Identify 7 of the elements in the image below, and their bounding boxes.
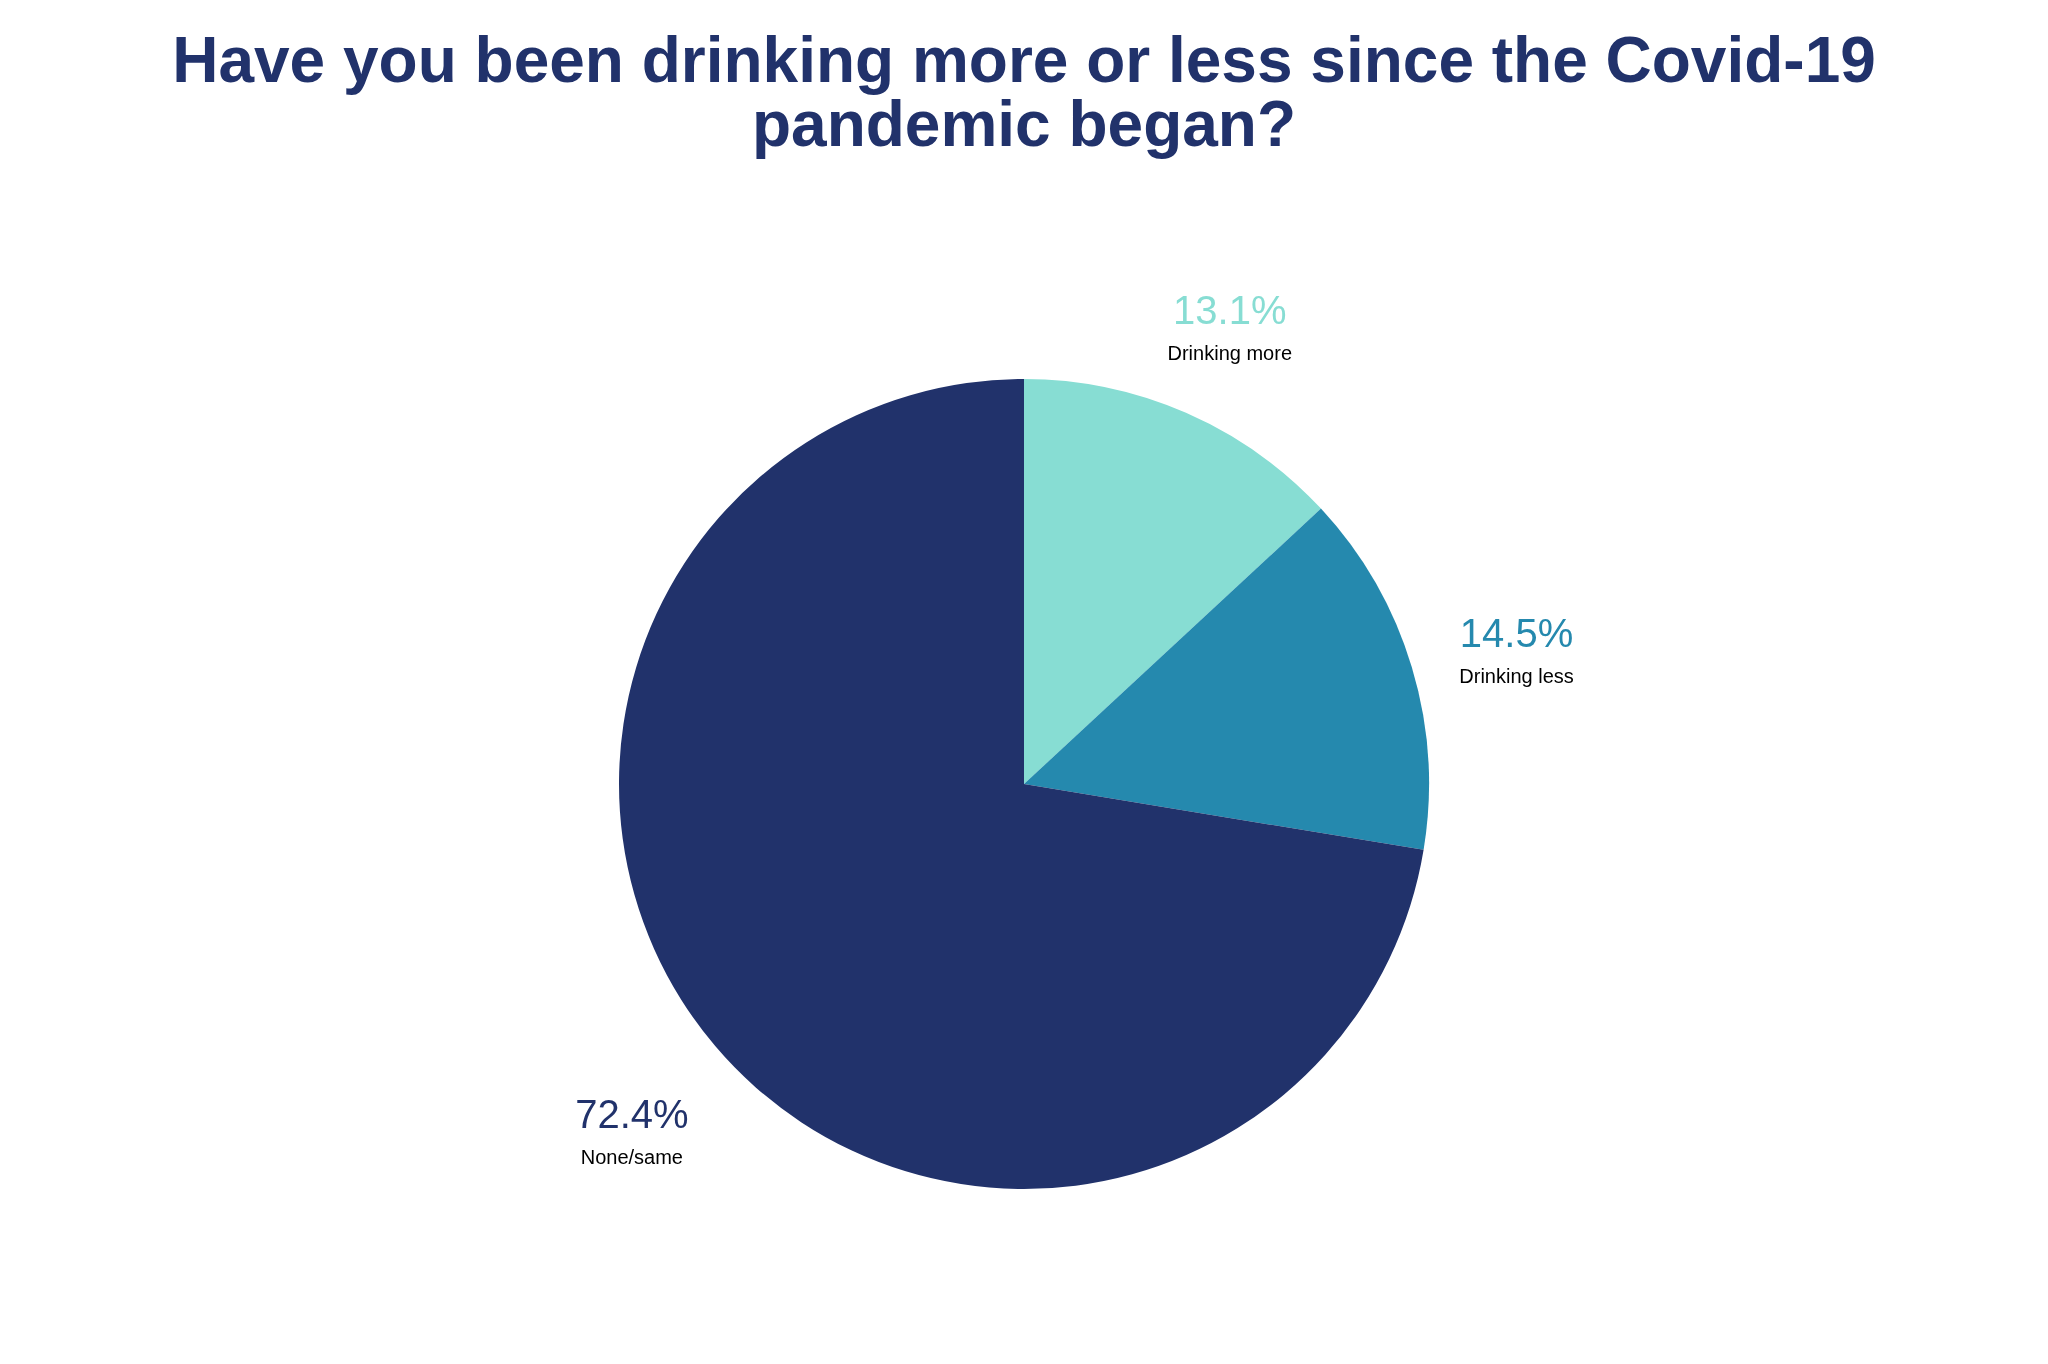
- data-label: 14.5%: [1459, 610, 1574, 655]
- data-label: 13.1%: [1173, 287, 1287, 332]
- data-label: 72.4%: [575, 1091, 689, 1136]
- slice-label: Drinking less: [1459, 665, 1574, 688]
- chart-title: Have you been drinking more or less since the Covid-19 pandemic began?: [171, 24, 1877, 160]
- slice-label: Drinking more: [1167, 342, 1292, 365]
- slice-label: None/same: [580, 1146, 683, 1169]
